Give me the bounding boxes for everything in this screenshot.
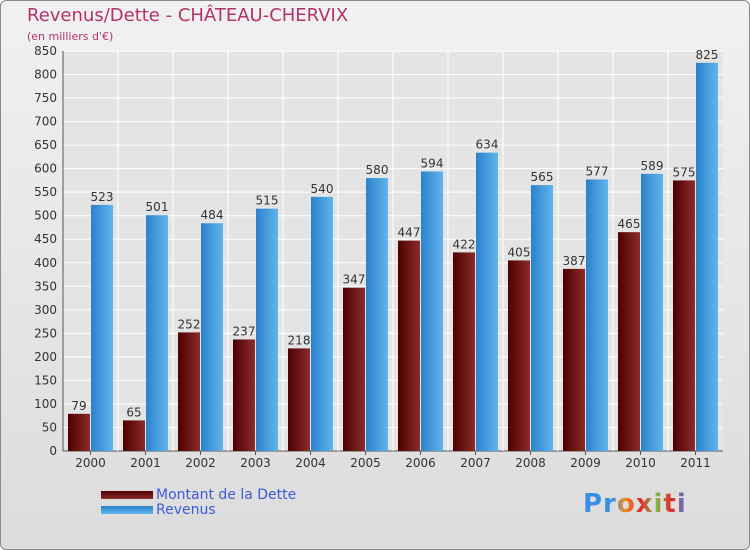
y-tick-label: 300 [34,303,57,317]
data-label-debt: 237 [233,324,256,338]
data-label-debt: 405 [508,245,531,259]
bar-debt [618,232,640,451]
data-label-debt: 447 [398,226,421,240]
x-tick-label: 2011 [680,456,711,470]
bar-debt [68,413,90,451]
data-label-revenue: 577 [586,164,609,178]
legend-label-revenue: Revenus [156,501,216,518]
y-tick-label: 400 [34,256,57,270]
bar-debt [508,260,530,451]
bar-debt [453,252,475,451]
bar-revenue [586,179,608,451]
data-label-debt: 422 [453,237,476,251]
data-label-debt: 575 [673,165,696,179]
data-label-debt: 252 [178,317,201,331]
y-tick-label: 450 [34,232,57,246]
data-label-revenue: 589 [641,159,664,173]
x-tick-label: 2004 [295,456,326,470]
bar-revenue [421,171,443,451]
bar-revenue [256,208,278,451]
proxiti-logo: Proxiti [583,489,687,519]
data-label-revenue: 565 [531,170,554,184]
x-tick-label: 2006 [405,456,436,470]
legend: Montant de la Dette Revenus [101,486,297,518]
legend-label-debt: Montant de la Dette [156,486,297,503]
bar-revenue [201,223,223,451]
data-label-revenue: 580 [366,163,389,177]
bar-debt [563,268,585,451]
y-tick-label: 600 [34,162,57,176]
y-tick-label: 350 [34,279,57,293]
data-label-debt: 465 [618,217,641,231]
data-label-revenue: 484 [201,208,224,222]
data-label-revenue: 523 [91,190,114,204]
data-label-debt: 218 [288,333,311,347]
data-label-revenue: 515 [256,194,279,208]
bar-debt [343,287,365,451]
legend-item-revenue: Revenus [101,501,296,518]
y-tick-label: 50 [42,420,57,434]
data-label-revenue: 634 [476,138,499,152]
y-tick-label: 500 [34,209,57,223]
bar-debt [288,348,310,451]
data-label-debt: 65 [126,405,141,419]
x-tick-label: 2003 [240,456,271,470]
bars-layer [68,62,718,452]
y-tick-label: 0 [49,444,57,458]
y-tick-label: 850 [34,44,57,58]
data-label-debt: 387 [563,254,586,268]
x-tick-label: 2000 [75,456,106,470]
data-label-debt: 79 [71,399,86,413]
bar-debt [233,339,255,451]
chart-subtitle: (en milliers d'€) [27,30,114,43]
bar-revenue [696,62,718,451]
y-tick-label: 700 [34,115,57,129]
data-label-revenue: 501 [146,200,169,214]
bar-debt [178,332,200,451]
bar-revenue [146,215,168,451]
grid-layer [62,50,723,455]
bar-revenue [366,178,388,451]
bar-revenue [641,173,663,451]
y-tick-label: 750 [34,91,57,105]
x-tick-label: 2007 [460,456,491,470]
x-tick-label: 2009 [570,456,601,470]
x-tick-label: 2010 [625,456,656,470]
bar-debt [673,180,695,452]
bar-debt [398,240,420,451]
labels-layer: 0 50 100 150 200 250 300 350 400 450 500 550 600 650 7… [34,44,718,470]
y-tick-label: 800 [34,68,57,82]
chart-title: Revenus/Dette - CHÂTEAU-CHERVIX [27,5,349,26]
legend-swatch-revenue [101,505,153,514]
bar-revenue [311,196,333,451]
x-tick-label: 2008 [515,456,546,470]
x-tick-label: 2005 [350,456,381,470]
x-tick-label: 2002 [185,456,216,470]
data-label-debt: 347 [343,273,366,287]
y-tick-label: 150 [34,373,57,387]
bar-debt [123,420,145,451]
data-label-revenue: 594 [421,156,444,170]
y-tick-label: 550 [34,185,57,199]
legend-item-debt: Montant de la Dette [101,486,297,503]
bar-revenue [91,204,113,451]
x-tick-label: 2001 [130,456,161,470]
y-tick-label: 200 [34,350,57,364]
y-tick-label: 100 [34,397,57,411]
proxiti-logo-text: Proxiti [583,489,687,519]
bar-revenue [531,185,553,451]
data-label-revenue: 825 [696,48,719,62]
bar-revenue [476,152,498,451]
y-tick-label: 650 [34,138,57,152]
y-tick-label: 250 [34,326,57,340]
legend-swatch-debt [101,490,153,499]
data-label-revenue: 540 [311,182,334,196]
